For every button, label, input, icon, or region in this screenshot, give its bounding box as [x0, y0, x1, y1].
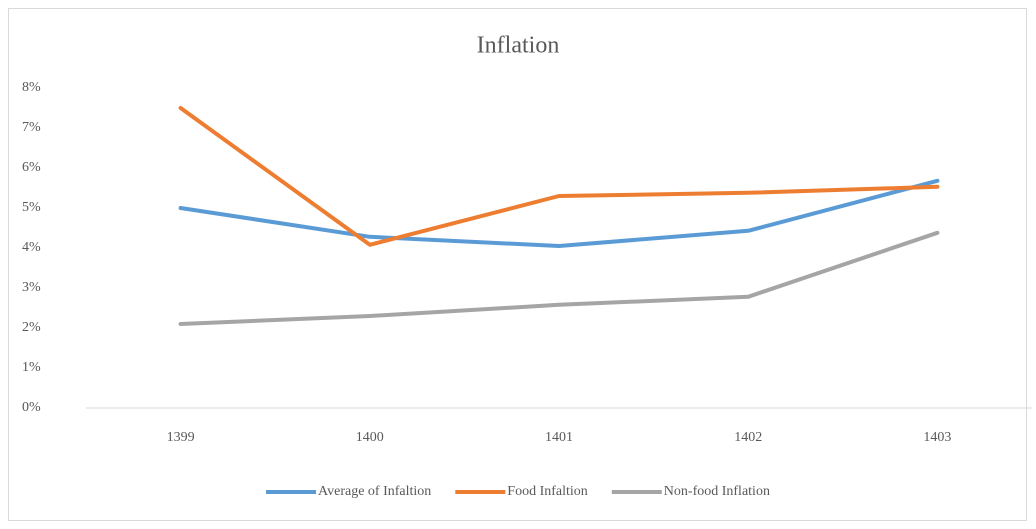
- y-tick-label: 3%: [22, 280, 41, 295]
- x-tick-label: 1401: [545, 430, 573, 445]
- x-tick-label: 1400: [356, 430, 384, 445]
- y-tick-label: 6%: [22, 160, 41, 175]
- chart-frame: [8, 8, 1027, 521]
- y-tick-label: 2%: [22, 320, 41, 335]
- y-tick-label: 8%: [22, 80, 41, 95]
- y-tick-label: 7%: [22, 120, 41, 135]
- y-tick-label: 1%: [22, 360, 41, 375]
- x-tick-label: 1402: [734, 430, 762, 445]
- series-line: [178, 106, 940, 247]
- legend-label: Food Infaltion: [507, 484, 588, 499]
- legend-label: Non-food Inflation: [664, 484, 770, 499]
- series-line: [178, 178, 940, 248]
- legend-label: Average of Infaltion: [318, 484, 431, 499]
- x-tick-label: 1403: [923, 430, 951, 445]
- x-tick-label: 1399: [167, 430, 195, 445]
- series-line: [178, 230, 940, 326]
- y-tick-label: 5%: [22, 200, 41, 215]
- chart-title: Inflation: [477, 33, 560, 59]
- y-tick-label: 4%: [22, 240, 41, 255]
- y-tick-label: 0%: [22, 400, 41, 415]
